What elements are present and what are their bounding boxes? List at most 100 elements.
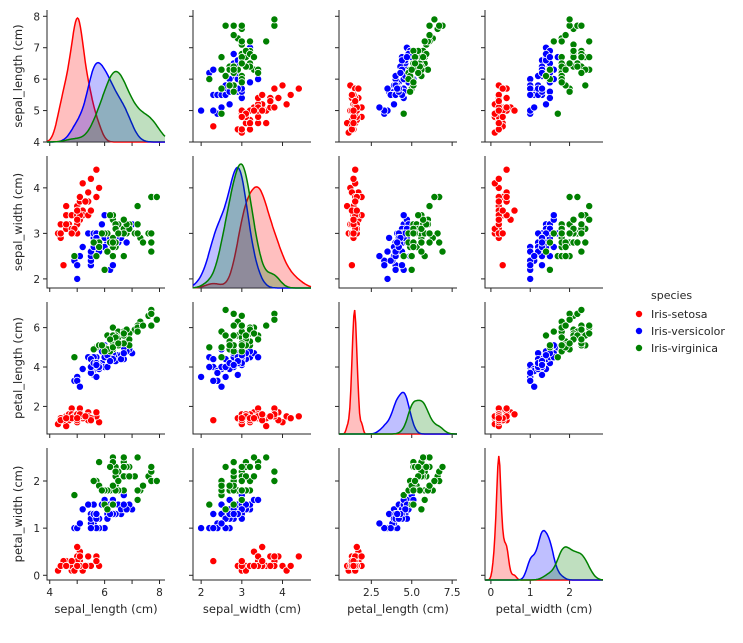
scatter-point-Iris-virginica — [152, 192, 161, 201]
scatter-point-Iris-virginica — [565, 192, 574, 201]
x-tick-label: 2 — [566, 587, 573, 599]
scatter-point-Iris-setosa — [78, 179, 87, 188]
scatter-point-Iris-virginica — [147, 321, 156, 330]
scatter-point-Iris-setosa — [92, 165, 101, 174]
scatter-point-Iris-virginica — [410, 59, 419, 68]
scatter-point-Iris-virginica — [561, 65, 570, 74]
scatter-point-Iris-virginica — [111, 467, 120, 476]
scatter-point-Iris-versicolor — [389, 100, 398, 109]
scatter-point-Iris-virginica — [225, 481, 234, 490]
legend-label: Iris-virginica — [651, 342, 718, 355]
scatter-point-Iris-setosa — [84, 188, 93, 197]
scatter-point-Iris-virginica — [270, 467, 279, 476]
panel-petal_width-vs-petal_length: 2.5 5.0 7.5 petal_length (cm) — [335, 448, 461, 616]
scatter-point-Iris-virginica — [270, 315, 279, 324]
scatter-point-Iris-versicolor — [92, 509, 101, 518]
scatter-point-Iris-setosa — [262, 119, 271, 128]
scatter-point-Iris-versicolor — [119, 500, 128, 509]
scatter-point-Iris-setosa — [56, 229, 65, 238]
y-axis-title: sepal_length (cm) — [11, 24, 25, 127]
kde-area-Iris-virginica — [339, 400, 457, 434]
scatter-point-Iris-setosa — [62, 561, 71, 570]
scatter-point-Iris-virginica — [237, 462, 246, 471]
scatter-point-Iris-virginica — [399, 491, 408, 500]
scatter-point-Iris-versicolor — [86, 524, 95, 533]
scatter-point-Iris-virginica — [433, 229, 442, 238]
scatter-point-Iris-virginica — [114, 339, 123, 348]
scatter-point-Iris-virginica — [422, 462, 431, 471]
scatter-point-Iris-virginica — [138, 481, 147, 490]
scatter-point-Iris-virginica — [108, 500, 117, 509]
y-tick-label: 6 — [33, 323, 40, 335]
scatter-point-Iris-versicolor — [396, 68, 405, 77]
scatter-point-Iris-virginica — [89, 476, 98, 485]
scatter-point-Iris-setosa — [59, 261, 68, 270]
scatter-point-Iris-virginica — [545, 238, 554, 247]
scatter-point-Iris-virginica — [125, 472, 134, 481]
scatter-point-Iris-virginica — [399, 252, 408, 261]
scatter-point-Iris-versicolor — [108, 261, 117, 270]
scatter-point-Iris-virginica — [237, 476, 246, 485]
scatter-point-Iris-virginica — [549, 327, 558, 336]
scatter-point-Iris-virginica — [114, 229, 123, 238]
scatter-point-Iris-virginica — [420, 495, 429, 504]
scatter-point-Iris-versicolor — [375, 519, 384, 528]
scatter-point-Iris-virginica — [542, 72, 551, 81]
scatter-point-Iris-setosa — [351, 165, 360, 174]
scatter-point-Iris-virginica — [249, 453, 258, 462]
scatter-point-Iris-virginica — [577, 305, 586, 314]
scatter-point-Iris-setosa — [349, 119, 358, 128]
scatter-point-Iris-virginica — [152, 315, 161, 324]
scatter-point-Iris-virginica — [147, 229, 156, 238]
scatter-point-Iris-virginica — [217, 481, 226, 490]
scatter-point-Iris-versicolor — [233, 370, 242, 379]
scatter-point-Iris-versicolor — [209, 376, 218, 385]
scatter-point-Iris-setosa — [258, 557, 267, 566]
scatter-point-Iris-virginica — [217, 65, 226, 74]
scatter-point-Iris-setosa — [209, 122, 218, 131]
scatter-point-Iris-setosa — [510, 410, 519, 419]
scatter-point-Iris-setosa — [510, 206, 519, 215]
scatter-point-Iris-setosa — [67, 557, 76, 566]
y-tick-label: 7 — [33, 43, 40, 55]
scatter-point-Iris-versicolor — [84, 500, 93, 509]
scatter-point-Iris-virginica — [241, 331, 250, 340]
scatter-point-Iris-virginica — [565, 229, 574, 238]
x-tick-label: 6 — [101, 587, 108, 599]
y-tick-label: 2 — [33, 476, 40, 488]
scatter-point-Iris-virginica — [221, 331, 230, 340]
kde-line-Iris-virginica — [485, 546, 604, 581]
scatter-point-Iris-setosa — [294, 84, 303, 93]
scatter-point-Iris-versicolor — [217, 382, 226, 391]
scatter-point-Iris-virginica — [409, 242, 418, 251]
scatter-point-Iris-virginica — [119, 453, 128, 462]
scatter-point-Iris-virginica — [577, 220, 586, 229]
scatter-point-Iris-versicolor — [526, 376, 535, 385]
scatter-point-Iris-setosa — [62, 202, 71, 211]
scatter-point-Iris-virginica — [217, 353, 226, 362]
kde-area-Iris-versicolor — [193, 167, 311, 288]
scatter-point-Iris-setosa — [347, 261, 356, 270]
scatter-point-Iris-virginica — [229, 309, 238, 318]
scatter-point-Iris-virginica — [119, 462, 128, 471]
scatter-point-Iris-virginica — [420, 37, 429, 46]
scatter-point-Iris-versicolor — [92, 372, 101, 381]
scatter-point-Iris-virginica — [417, 238, 426, 247]
scatter-point-Iris-versicolor — [401, 505, 410, 514]
scatter-point-Iris-setosa — [352, 543, 361, 552]
axis-spines — [484, 302, 603, 435]
scatter-point-Iris-setosa — [498, 84, 507, 93]
scatter-point-Iris-versicolor — [209, 524, 218, 533]
scatter-point-Iris-setosa — [294, 412, 303, 421]
scatter-point-Iris-setosa — [494, 119, 503, 128]
scatter-point-Iris-setosa — [510, 106, 519, 115]
scatter-point-Iris-setosa — [245, 119, 254, 128]
scatter-point-Iris-setosa — [75, 192, 84, 201]
scatter-point-Iris-virginica — [557, 37, 566, 46]
scatter-point-Iris-versicolor — [386, 256, 395, 265]
scatter-point-Iris-setosa — [357, 552, 366, 561]
scatter-point-Iris-virginica — [262, 321, 271, 330]
scatter-point-Iris-virginica — [414, 462, 423, 471]
kde-area-Iris-versicolor — [339, 392, 457, 434]
scatter-point-Iris-virginica — [577, 247, 586, 256]
